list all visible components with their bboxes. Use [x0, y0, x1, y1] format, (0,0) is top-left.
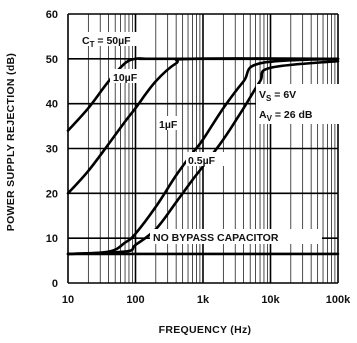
x-axis-title: FREQUENCY (Hz) [159, 324, 252, 336]
c05-label-bg [186, 152, 226, 166]
tick-labels: 0 10 20 30 40 50 60 10 100 1k 10k 100k [46, 9, 351, 306]
c1-label-bg [157, 116, 181, 130]
x-tick-label: 100 [126, 294, 144, 306]
c10-label-bg [110, 69, 144, 83]
av-label: AV = 26 dB [259, 109, 313, 123]
y-tick-label: 30 [46, 144, 58, 156]
no-bypass-label: NO BYPASS CAPACITOR [153, 232, 279, 244]
curves [66, 57, 340, 256]
x-tick-label: 100k [326, 294, 351, 306]
vs-label: VS = 6V [259, 89, 296, 103]
ct-label: CT = 50µF [82, 35, 131, 49]
x-tick-label: 1k [197, 294, 210, 306]
ct-label-bg [78, 32, 150, 46]
x-tick-label: 10 [62, 294, 74, 306]
y-tick-label: 60 [46, 9, 58, 21]
series-line [66, 57, 340, 256]
y-tick-label: 20 [46, 188, 58, 200]
y-tick-label: 10 [46, 233, 58, 245]
conditions-bg [256, 84, 342, 124]
y-tick-label: 0 [52, 278, 58, 290]
c10-label: 10µF [113, 72, 138, 84]
no-bypass-label-bg [150, 229, 322, 244]
series-line [66, 57, 340, 195]
c05-label: 0.5µF [188, 155, 216, 167]
y-tick-label: 40 [46, 99, 58, 111]
c1-label: 1µF [159, 119, 178, 131]
x-tick-label: 10k [261, 294, 280, 306]
series-line [66, 59, 340, 256]
y-axis-title: POWER SUPPLY REJECTION (dB) [5, 53, 17, 231]
y-tick-label: 50 [46, 54, 58, 66]
